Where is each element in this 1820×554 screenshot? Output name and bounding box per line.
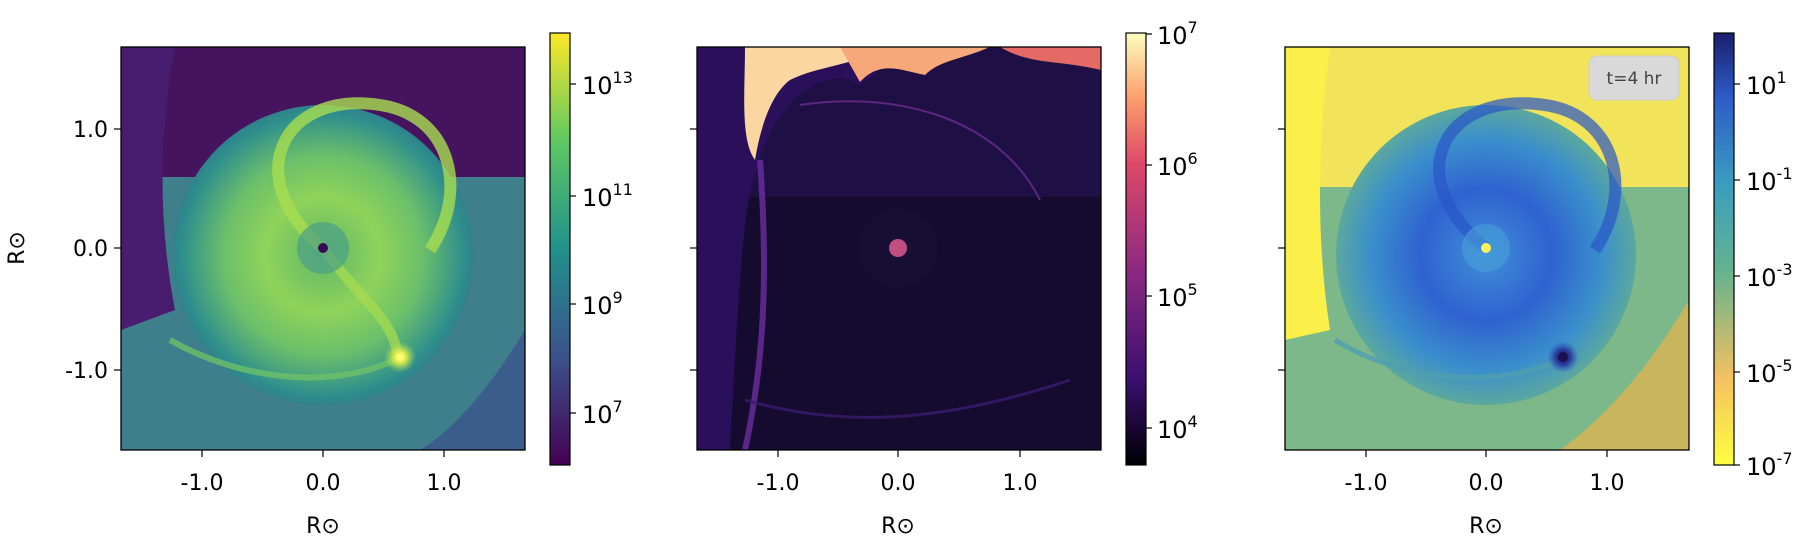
x-axis-label: R⊙ bbox=[306, 514, 340, 539]
y-tick-label: 0.0 bbox=[73, 237, 108, 262]
colorbar-tick-label: 109 bbox=[582, 288, 623, 320]
central-star-marker bbox=[318, 243, 328, 253]
x-tick-label: 1.0 bbox=[1003, 471, 1038, 496]
colorbar-tick-label: 104 bbox=[1157, 412, 1198, 444]
right-x-axis: -1.0 0.0 1.0 R⊙ bbox=[1345, 450, 1625, 539]
y-tick-label: -1.0 bbox=[65, 359, 108, 384]
colorbar-tick-label: 10-1 bbox=[1746, 164, 1793, 196]
colorbar-tick-label: 107 bbox=[1157, 18, 1198, 50]
x-tick-label: -1.0 bbox=[181, 471, 224, 496]
panel-middle-heatmap bbox=[697, 47, 1101, 450]
x-tick-label: 0.0 bbox=[306, 471, 341, 496]
left-y-axis: 1.0 0.0 -1.0 R⊙ bbox=[5, 118, 121, 384]
central-star-marker bbox=[889, 239, 907, 257]
middle-y-axis bbox=[690, 128, 697, 371]
left-x-axis: -1.0 0.0 1.0 R⊙ bbox=[181, 450, 462, 539]
colorbar-right: 10-7 10-5 10-3 10-1 101 bbox=[1713, 32, 1793, 481]
x-tick-label: -1.0 bbox=[757, 471, 800, 496]
right-y-axis bbox=[1278, 128, 1285, 371]
y-tick-label: 1.0 bbox=[73, 118, 108, 143]
central-star-marker bbox=[1481, 243, 1491, 253]
time-badge: t=4 hr bbox=[1588, 55, 1680, 101]
colorbar-left: 107 109 1011 1013 bbox=[549, 32, 633, 466]
x-tick-label: 1.0 bbox=[427, 471, 462, 496]
panel-left-heatmap bbox=[121, 47, 525, 450]
colorbar-tick-label: 10-7 bbox=[1746, 449, 1793, 481]
x-axis-label: R⊙ bbox=[881, 514, 915, 539]
middle-x-axis: -1.0 0.0 1.0 R⊙ bbox=[757, 450, 1038, 539]
x-tick-label: 0.0 bbox=[1469, 471, 1504, 496]
colorbar-tick-label: 1011 bbox=[582, 180, 633, 212]
colorbar-tick-label: 105 bbox=[1157, 280, 1198, 312]
y-axis-label: R⊙ bbox=[5, 231, 30, 265]
x-tick-label: -1.0 bbox=[1345, 471, 1388, 496]
colorbar-tick-label: 10-5 bbox=[1746, 356, 1793, 388]
colorbar-tick-label: 101 bbox=[1746, 68, 1787, 100]
x-tick-label: 1.0 bbox=[1590, 471, 1625, 496]
colorbar-tick-label: 1013 bbox=[582, 68, 633, 100]
colorbar-tick-label: 10-3 bbox=[1746, 260, 1793, 292]
x-axis-label: R⊙ bbox=[1469, 514, 1503, 539]
x-tick-label: 0.0 bbox=[881, 471, 916, 496]
time-annotation: t=4 hr bbox=[1607, 69, 1662, 89]
panel-right-heatmap bbox=[1285, 47, 1689, 450]
colorbar-tick-label: 106 bbox=[1157, 149, 1198, 181]
companion-marker bbox=[396, 353, 404, 361]
colorbar-middle: 104 105 106 107 bbox=[1125, 18, 1198, 466]
colorbar-tick-label: 107 bbox=[582, 397, 623, 429]
companion-marker bbox=[1558, 352, 1568, 362]
